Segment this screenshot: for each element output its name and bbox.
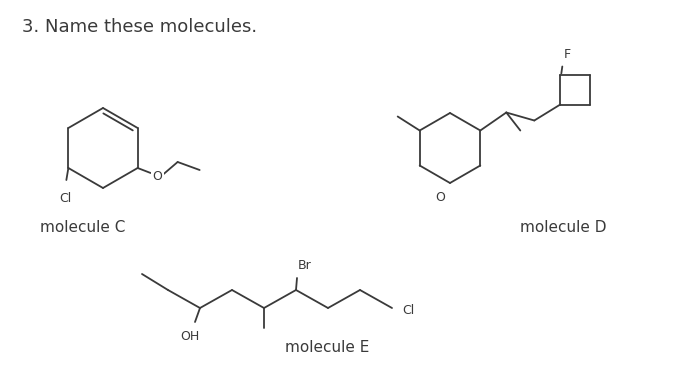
Text: molecule C: molecule C [40,220,125,235]
Text: F: F [564,47,570,60]
Text: molecule D: molecule D [520,220,606,235]
Text: OH: OH [181,330,199,343]
Text: Cl: Cl [60,192,71,205]
Text: O: O [435,191,445,204]
Text: 3. Name these molecules.: 3. Name these molecules. [22,18,257,36]
Text: Cl: Cl [402,304,414,317]
Text: O: O [153,170,162,183]
Text: Br: Br [298,259,312,272]
Text: molecule E: molecule E [285,340,370,355]
